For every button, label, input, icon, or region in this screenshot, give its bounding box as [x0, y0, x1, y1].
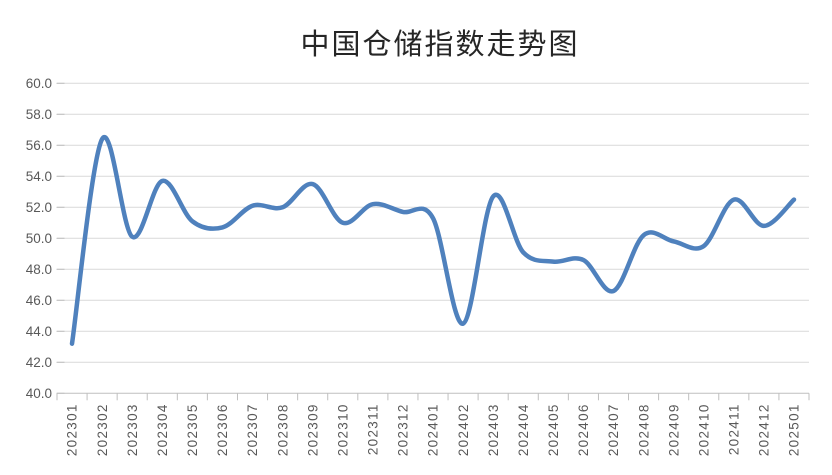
x-axis-label: 202405: [546, 403, 561, 456]
y-axis-label: 46.0: [26, 293, 52, 308]
x-axis-label: 202411: [727, 403, 742, 455]
x-axis-label: 202402: [456, 403, 471, 456]
x-axis-label: 202303: [125, 403, 140, 456]
x-axis-label: 202306: [215, 403, 230, 456]
x-axis-label: 202305: [185, 403, 200, 456]
x-axis-label: 202404: [516, 403, 531, 456]
y-axis-label: 60.0: [26, 76, 52, 91]
x-axis-label: 202409: [666, 403, 681, 456]
x-axis-label: 202302: [95, 403, 110, 456]
x-axis-label: 202406: [576, 403, 591, 456]
x-axis-label: 202304: [155, 403, 170, 456]
x-axis-label: 202311: [366, 403, 381, 455]
x-axis-label: 202312: [396, 403, 411, 456]
y-axis-label: 48.0: [26, 262, 52, 277]
x-axis-label: 202301: [65, 403, 80, 456]
y-axis-label: 44.0: [26, 324, 52, 339]
y-axis-label: 54.0: [26, 169, 52, 184]
y-axis-label: 52.0: [26, 200, 52, 215]
index-line-series: [69, 134, 797, 346]
x-axis-label: 202310: [335, 403, 350, 456]
x-axis-label: 202408: [636, 403, 651, 456]
x-axis-label: 202401: [426, 403, 441, 456]
chart-title: 中国仓储指数走势图: [300, 29, 580, 61]
x-axis-label: 202501: [787, 403, 802, 456]
y-axis-label: 42.0: [26, 355, 52, 370]
y-axis-label: 40.0: [26, 386, 52, 401]
x-axis-label: 202308: [275, 403, 290, 456]
x-axis-label: 202410: [696, 403, 711, 456]
x-axis-label: 202307: [245, 403, 260, 456]
x-axis-label: 202309: [305, 403, 320, 456]
x-axis-label: 202412: [757, 403, 772, 456]
y-axis-label: 50.0: [26, 231, 52, 246]
y-axis-label: 56.0: [26, 138, 52, 153]
y-axis-label: 58.0: [26, 107, 52, 122]
x-axis-label: 202403: [486, 403, 501, 456]
x-axis-label: 202407: [606, 403, 621, 456]
